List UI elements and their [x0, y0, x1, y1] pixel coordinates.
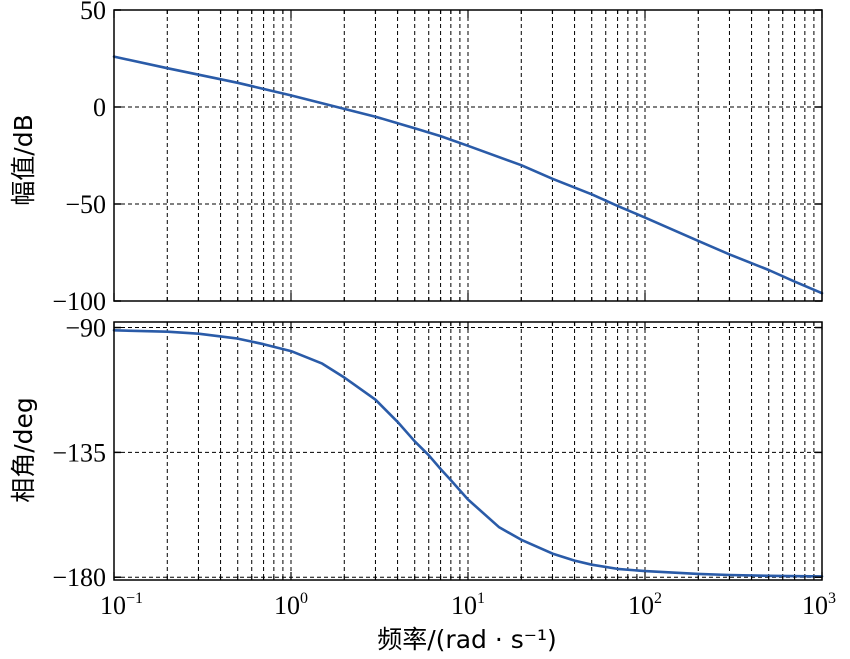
x-tick-label: 100 — [274, 590, 308, 620]
magnitude-curve — [112, 55, 824, 295]
y-tick-label: −50 — [65, 190, 106, 219]
x-tick-label: 101 — [451, 590, 485, 620]
y-tick-label: 50 — [80, 0, 106, 25]
frequency-axis-label: 频率/(rad · s⁻¹) — [377, 625, 556, 654]
y-tick-label: −180 — [52, 563, 106, 592]
magnitude-panel: 50 0 −50 −100 — [52, 0, 824, 316]
magnitude-axis-label: 幅值/dB — [9, 114, 38, 205]
x-tick-label: 102 — [628, 590, 662, 620]
x-tick-label: 10−1 — [100, 590, 143, 620]
y-tick-label: −90 — [65, 314, 106, 343]
y-tick-label: 0 — [93, 93, 106, 122]
phase-curve — [112, 329, 824, 578]
y-tick-label: −135 — [52, 438, 106, 467]
phase-axis-label: 相角/deg — [9, 397, 38, 503]
y-tick-label: −100 — [52, 287, 106, 316]
x-tick-label: 103 — [802, 590, 836, 620]
